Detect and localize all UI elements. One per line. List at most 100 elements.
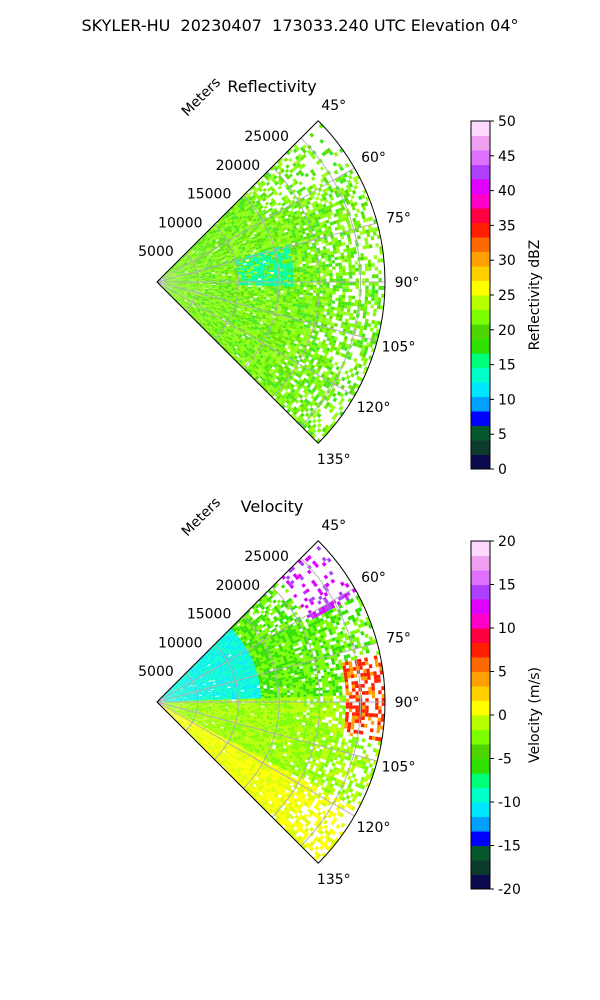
- radar-cell: [227, 315, 231, 318]
- radar-cell: [230, 293, 235, 296]
- radar-cell: [265, 352, 269, 357]
- radar-cell: [187, 300, 191, 304]
- radar-cell: [283, 347, 288, 351]
- radar-cell: [229, 331, 233, 335]
- radar-cell: [326, 347, 331, 352]
- radar-cell: [221, 291, 225, 293]
- radar-cell: [221, 311, 226, 314]
- radar-cell: [236, 347, 241, 352]
- radar-cell: [263, 268, 268, 271]
- radar-cell: [241, 351, 246, 356]
- radar-cell: [237, 231, 242, 235]
- radar-cell: [254, 371, 259, 376]
- radar-cell: [282, 263, 287, 267]
- radar-cell: [270, 285, 275, 289]
- radar-cell: [176, 283, 180, 284]
- radar-cell: [163, 278, 167, 280]
- radar-cell: [290, 221, 295, 225]
- radar-cell: [254, 271, 258, 274]
- radar-cell: [261, 236, 266, 240]
- radar-cell: [244, 211, 249, 216]
- radar-cell: [201, 252, 205, 256]
- radar-cell: [329, 221, 334, 226]
- radar-cell: [232, 331, 237, 335]
- radar-cell: [278, 355, 283, 360]
- radar-cell: [169, 286, 173, 288]
- radar-cell: [234, 304, 239, 307]
- radar-cell: [345, 200, 351, 206]
- radar-cell: [245, 248, 250, 252]
- radar-cell: [323, 191, 329, 197]
- radar-cell: [177, 297, 181, 301]
- radar-cell: [220, 247, 225, 251]
- radar-cell: [202, 274, 206, 276]
- radar-cell: [187, 292, 192, 294]
- radar-cell: [253, 319, 258, 323]
- radar-cell: [282, 227, 287, 231]
- radar-cell: [299, 408, 305, 413]
- radar-cell: [335, 297, 339, 302]
- radar-cell: [175, 274, 179, 276]
- radar-cell: [322, 314, 327, 318]
- radar-cell: [345, 271, 350, 276]
- radar-cell: [170, 291, 174, 294]
- radar-cell: [231, 248, 236, 252]
- radar-cell: [175, 274, 179, 277]
- radar-cell: [170, 271, 174, 274]
- radar-cell: [228, 272, 232, 275]
- radar-cell: [241, 323, 245, 327]
- radar-cell: [249, 250, 254, 254]
- radar-cell: [204, 292, 208, 294]
- radar-cell: [227, 222, 232, 226]
- radar-cell: [218, 258, 222, 261]
- radar-cell: [199, 239, 203, 243]
- radar-cell: [318, 357, 323, 362]
- radar-cell: [279, 236, 284, 240]
- radar-cell: [297, 220, 302, 225]
- radar-cell: [235, 358, 240, 363]
- radar-cell: [241, 356, 246, 361]
- radar-cell: [184, 271, 188, 273]
- radar-cell: [302, 244, 307, 249]
- radar-cell: [355, 342, 360, 348]
- radar-cell: [177, 290, 182, 293]
- radar-cell: [282, 297, 287, 301]
- radar-cell: [262, 246, 267, 250]
- radar-cell: [266, 322, 271, 326]
- radar-cell: [336, 285, 340, 289]
- radar-cell: [168, 275, 172, 277]
- radar-cell: [214, 269, 218, 271]
- radar-cell: [262, 322, 267, 326]
- radar-cell: [173, 283, 177, 284]
- radar-cell: [169, 286, 173, 288]
- radar-cell: [264, 276, 268, 279]
- radar-cell: [184, 292, 188, 294]
- radar-cell: [183, 300, 187, 303]
- radar-cell: [251, 316, 255, 320]
- radar-cell: [306, 424, 312, 430]
- radar-cell: [261, 278, 265, 281]
- radar-cell: [232, 319, 237, 322]
- radar-cell: [291, 199, 296, 204]
- radar-cell: [225, 310, 230, 313]
- radar-cell: [329, 312, 334, 317]
- radar-cell: [235, 283, 239, 285]
- radar-cell: [248, 330, 252, 335]
- radar-cell: [259, 330, 264, 334]
- radar-cell: [200, 324, 204, 329]
- radar-cell: [231, 256, 235, 260]
- radar-cell: [225, 251, 230, 254]
- radar-cell: [211, 287, 216, 290]
- radar-cell: [193, 247, 197, 251]
- radar-cell: [223, 296, 228, 299]
- radar-cell: [259, 337, 264, 341]
- radar-cell: [247, 308, 251, 311]
- radar-cell: [299, 296, 303, 300]
- radar-cell: [270, 187, 276, 192]
- radar-cell: [205, 241, 210, 245]
- radar-cell: [309, 390, 315, 395]
- radar-cell: [245, 213, 250, 217]
- radar-cell: [263, 354, 268, 359]
- radar-cell: [278, 257, 283, 261]
- radar-cell: [294, 329, 299, 334]
